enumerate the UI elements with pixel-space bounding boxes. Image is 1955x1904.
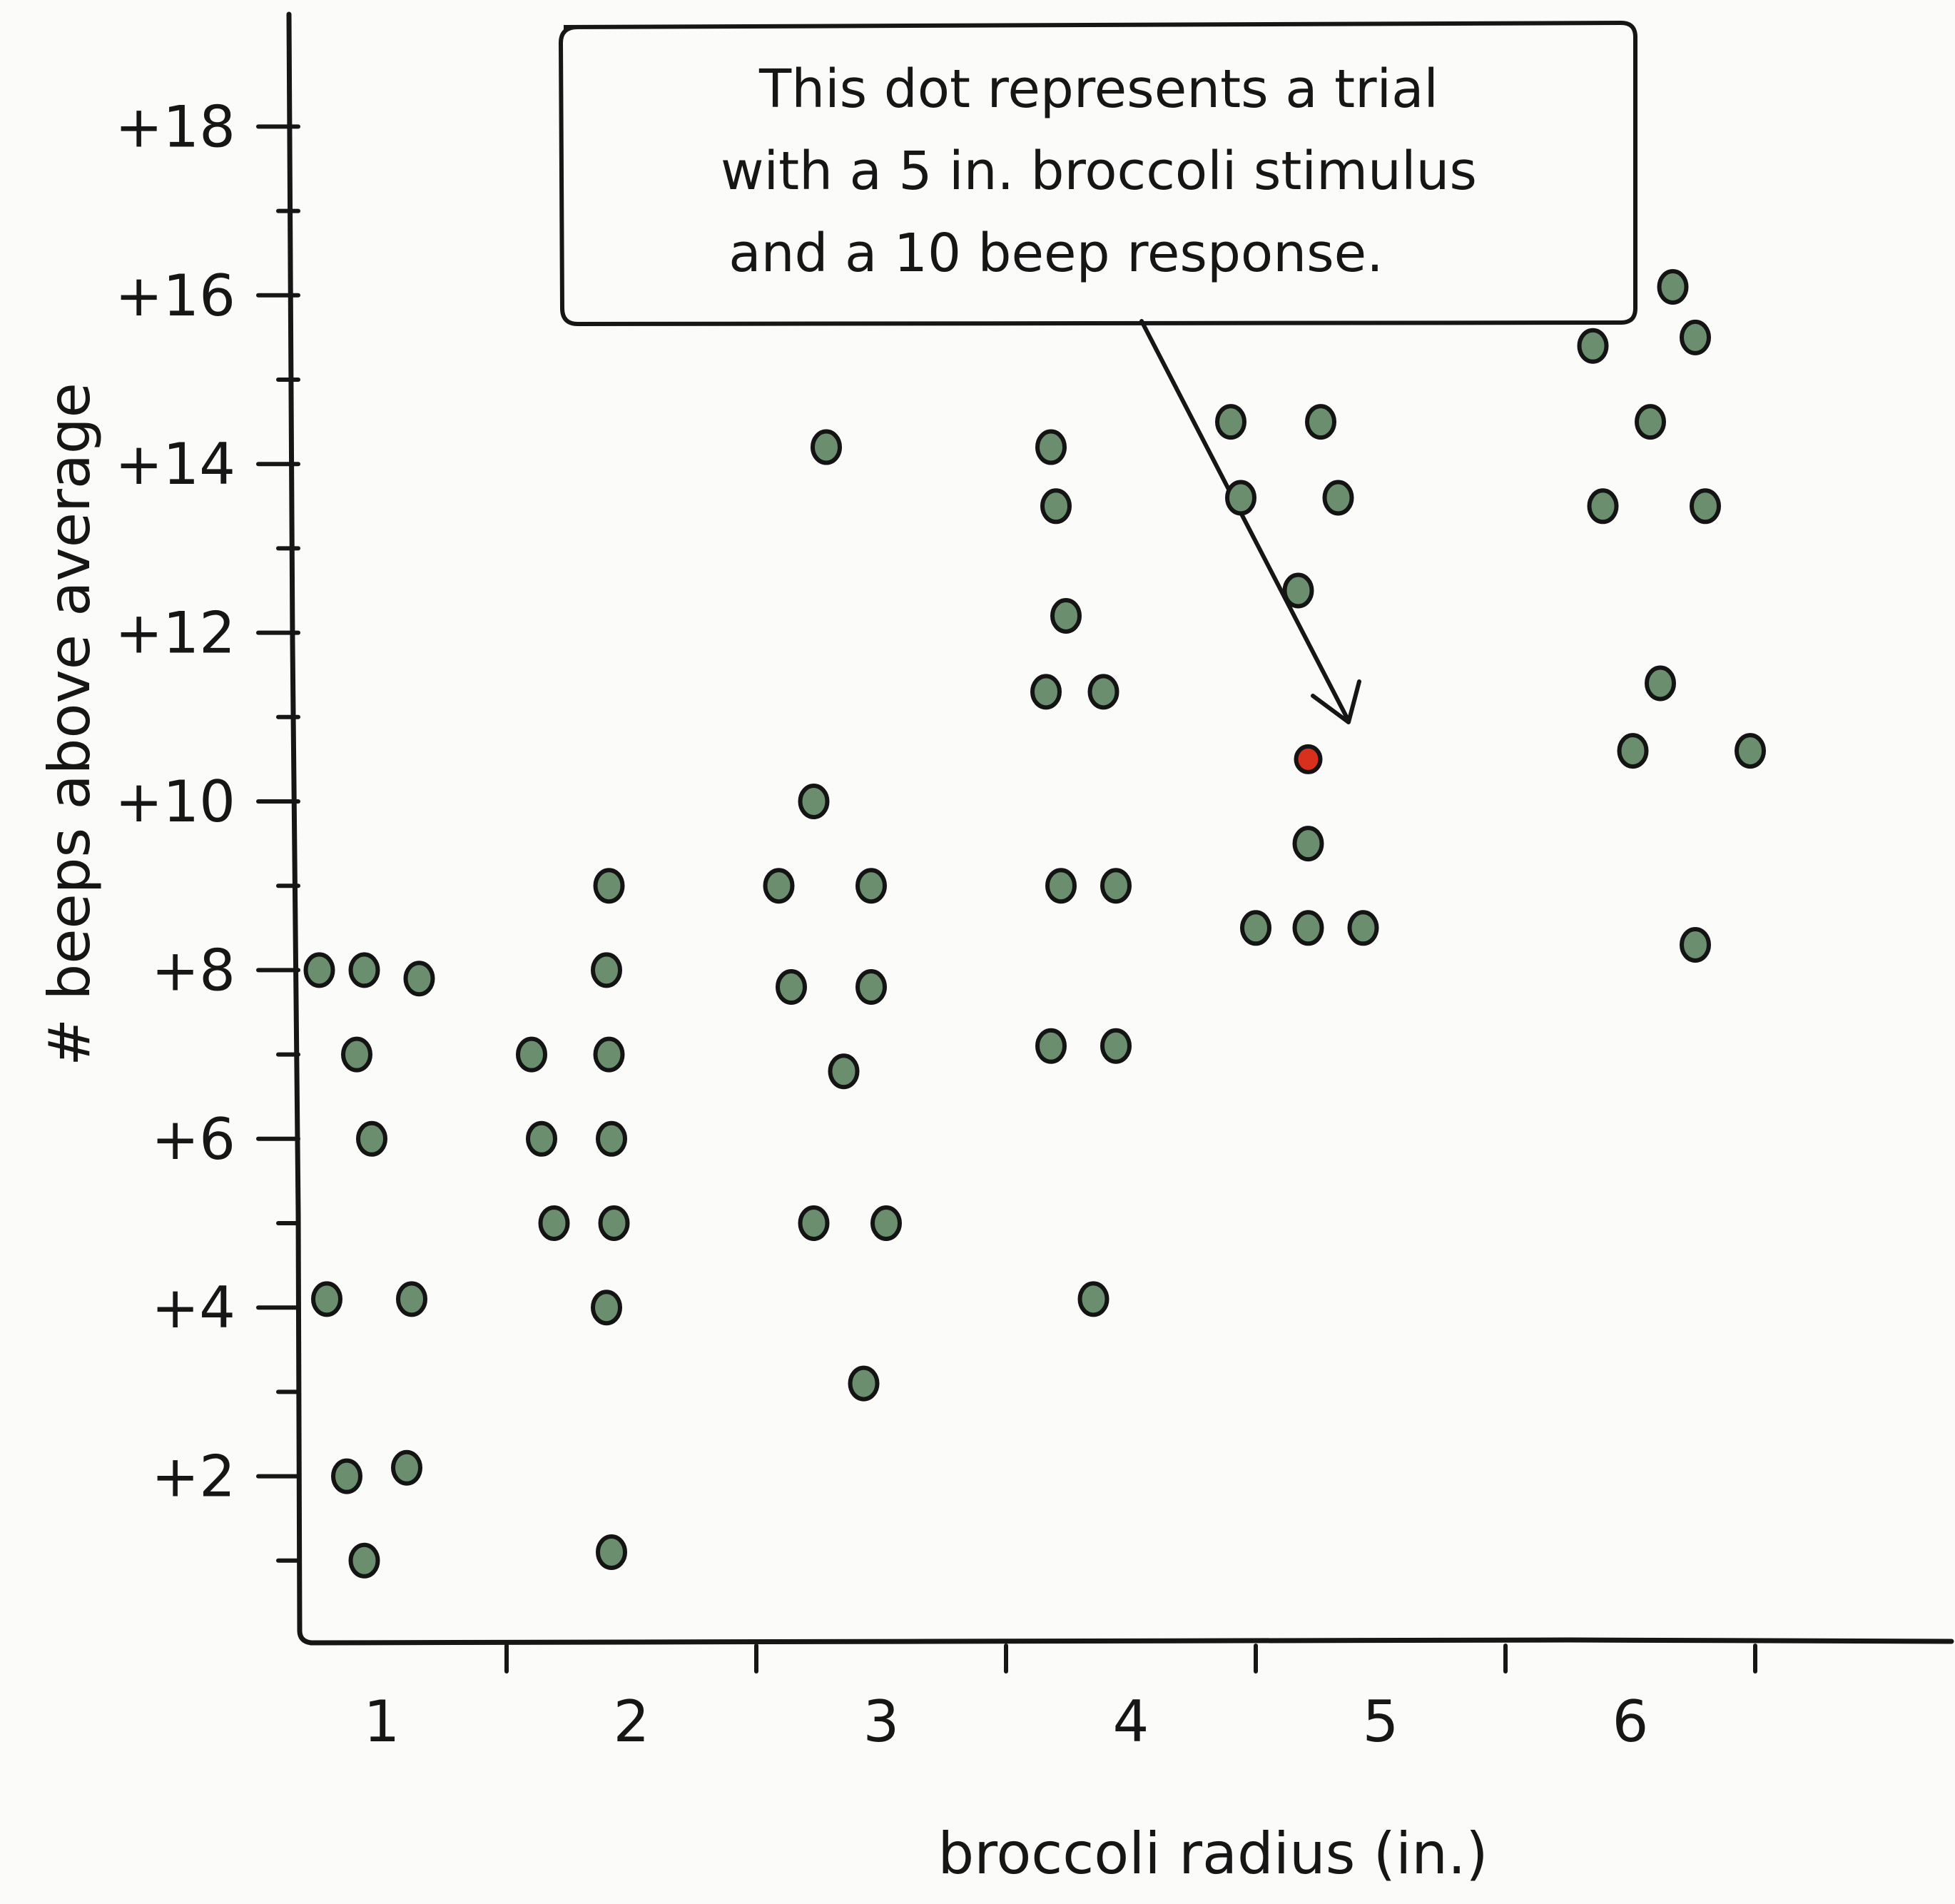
data-point: [596, 1120, 627, 1157]
tick-labels: +2 +4 +6 +8 +10 +12 +14 +16 +18 1 2 3 4 5 6: [115, 93, 1648, 1755]
data-point: [391, 1449, 422, 1486]
data-point: [348, 952, 380, 988]
x-tick-label: 3: [863, 1688, 900, 1755]
x-axis-title: broccoli radius (in.): [938, 1821, 1488, 1887]
data-point: [1040, 488, 1072, 525]
data-point: [1680, 926, 1711, 963]
y-tick-label: +6: [151, 1106, 235, 1173]
x-tick-label: 1: [364, 1688, 400, 1755]
annotation-line-1: This dot represents a trial: [758, 59, 1438, 120]
data-point: [1680, 319, 1711, 355]
data-point: [1225, 480, 1256, 516]
data-point: [1617, 733, 1649, 769]
y-axis-line: [286, 11, 314, 1646]
data-point: [1305, 404, 1336, 440]
data-point: [1215, 404, 1246, 440]
data-point: [828, 1053, 860, 1090]
data-point: [1735, 733, 1766, 769]
data-point: [1645, 665, 1676, 702]
data-point: [1657, 268, 1689, 305]
data-point: [1100, 1028, 1132, 1064]
annotation-line-2: with a 5 in. broccoli stimulus: [721, 141, 1477, 202]
data-point: [1240, 910, 1271, 946]
ticks: [256, 124, 1757, 1673]
data-point: [526, 1120, 557, 1157]
data-point: [598, 1205, 630, 1241]
y-tick-label: +18: [115, 93, 235, 160]
data-point: [811, 429, 842, 465]
data-point: [1100, 868, 1132, 904]
axes: [286, 11, 1954, 1646]
x-tick-label: 6: [1613, 1688, 1649, 1755]
data-point: [1077, 1281, 1109, 1317]
data-point: [1050, 597, 1082, 634]
y-tick-label: +16: [115, 263, 235, 329]
data-point: [311, 1281, 342, 1317]
data-point: [538, 1205, 570, 1241]
y-tick-label: +12: [115, 600, 235, 667]
x-tick-label: 4: [1113, 1688, 1149, 1755]
annotation-line-3: and a 10 beep response.: [728, 223, 1383, 284]
data-point: [798, 784, 830, 819]
y-axis-title: # beeps above average: [36, 383, 103, 1066]
y-tick-label: +8: [151, 937, 235, 1003]
y-tick-label: +10: [115, 769, 235, 835]
data-point: [798, 1205, 830, 1241]
x-tick-label: 5: [1363, 1688, 1399, 1755]
data-point: [1030, 674, 1062, 710]
data-point: [593, 868, 625, 904]
data-point: [516, 1036, 547, 1073]
annotation-box: [558, 20, 1637, 327]
data-point: [848, 1365, 880, 1402]
data-point: [1690, 488, 1721, 525]
data-point: [1292, 826, 1324, 862]
y-tick-label: +14: [115, 431, 235, 497]
data-point: [1347, 910, 1379, 946]
data-point: [1577, 328, 1609, 364]
data-point: [593, 1036, 625, 1073]
x-tick-label: 2: [614, 1688, 650, 1755]
data-point: [1322, 480, 1354, 516]
data-point: [356, 1120, 387, 1157]
data-point: [591, 952, 622, 988]
data-point: [1087, 674, 1119, 710]
y-tick-label: +4: [151, 1275, 235, 1341]
data-point: [396, 1281, 427, 1317]
data-point: [403, 961, 435, 997]
data-point: [763, 868, 795, 904]
data-point: [870, 1205, 902, 1241]
data-point: [596, 1534, 627, 1570]
data-point: [1035, 1028, 1067, 1064]
data-point: [1035, 429, 1067, 465]
data-points: [303, 268, 1766, 1579]
annotation-arrow: [1139, 319, 1361, 724]
data-point: [348, 1542, 380, 1579]
data-point: [1587, 488, 1619, 525]
y-tick-label: +2: [151, 1444, 235, 1510]
data-point: [855, 969, 887, 1006]
data-point: [776, 969, 807, 1006]
data-point: [331, 1458, 362, 1494]
data-point: [1635, 404, 1666, 440]
data-point: [1292, 910, 1324, 946]
data-point: [591, 1290, 622, 1326]
data-point: [341, 1036, 372, 1073]
highlighted-data-point: [1294, 744, 1323, 774]
data-point: [303, 952, 335, 988]
data-point: [855, 868, 887, 904]
data-point: [1282, 572, 1314, 609]
x-axis-line: [308, 1637, 1954, 1646]
annotation-callout: This dot represents a trial with a 5 in.…: [558, 20, 1637, 327]
data-point: [1045, 868, 1077, 904]
